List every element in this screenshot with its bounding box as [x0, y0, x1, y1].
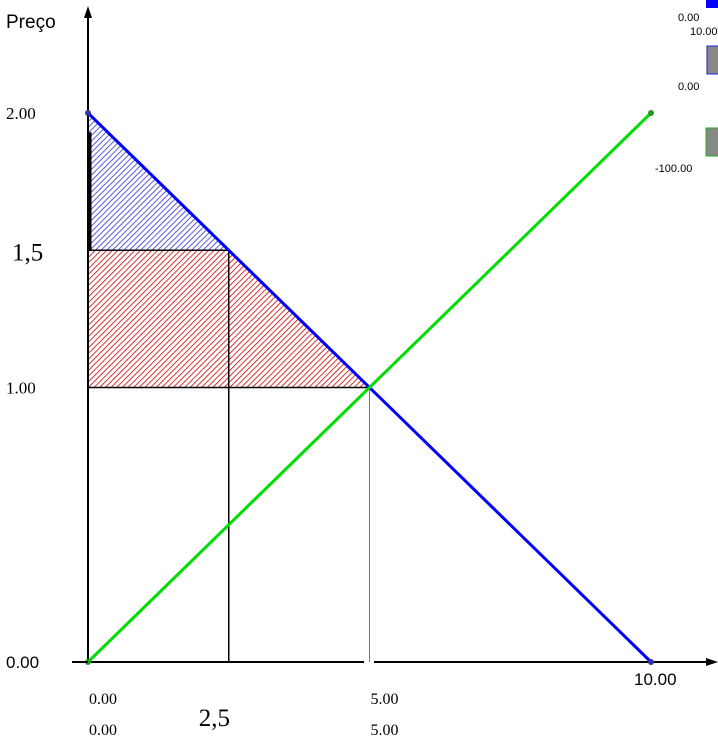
- series-lines: [85, 110, 654, 665]
- x-tick-label-3: 5.00: [371, 691, 399, 708]
- x-tick-label-5: 10.00: [634, 670, 677, 689]
- y-tick-label-2: 1.00: [6, 379, 36, 398]
- side-panel-label-4: -100.00: [655, 163, 692, 175]
- x-tick-label-0: 0.00: [89, 691, 117, 708]
- y-tick-label-1: 1,5: [12, 239, 43, 266]
- side-panel-label-3: 0.00: [678, 81, 699, 93]
- side-panel-slider-2[interactable]: [705, 127, 718, 157]
- series-0-point-0: [85, 110, 91, 116]
- series-line-1: [86, 111, 653, 664]
- side-panel-label-1: 0.00: [678, 12, 699, 24]
- x-tick-label-4: 5.00: [371, 722, 399, 739]
- y-tick-labels: 2.00 1,5 1.00 0.00: [6, 104, 88, 672]
- side-panel-label-2: 10.00: [690, 26, 718, 38]
- y-tick-label-3: 0.00: [6, 653, 39, 672]
- side-panel-slider-1[interactable]: [706, 45, 718, 75]
- reference-lines: [88, 132, 370, 662]
- series-1-point-1: [648, 110, 654, 116]
- x-axis-arrow: [706, 658, 718, 666]
- y-axis-arrow: [84, 6, 92, 18]
- x-tick-label-2: 2,5: [199, 705, 230, 732]
- x-tick-label-1: 0.00: [89, 722, 117, 739]
- y-axis-label: Preço: [6, 12, 56, 33]
- series-0-point-1: [648, 659, 654, 665]
- side-panel-blue-swatch: [706, 0, 718, 8]
- side-panel: 0.00 10.00 0.00 -100.00: [655, 0, 718, 175]
- y-tick-label-0: 2.00: [6, 104, 36, 123]
- x-tick-labels: 0.00 0.00 2,5 5.00 5.00 10.00: [89, 670, 677, 739]
